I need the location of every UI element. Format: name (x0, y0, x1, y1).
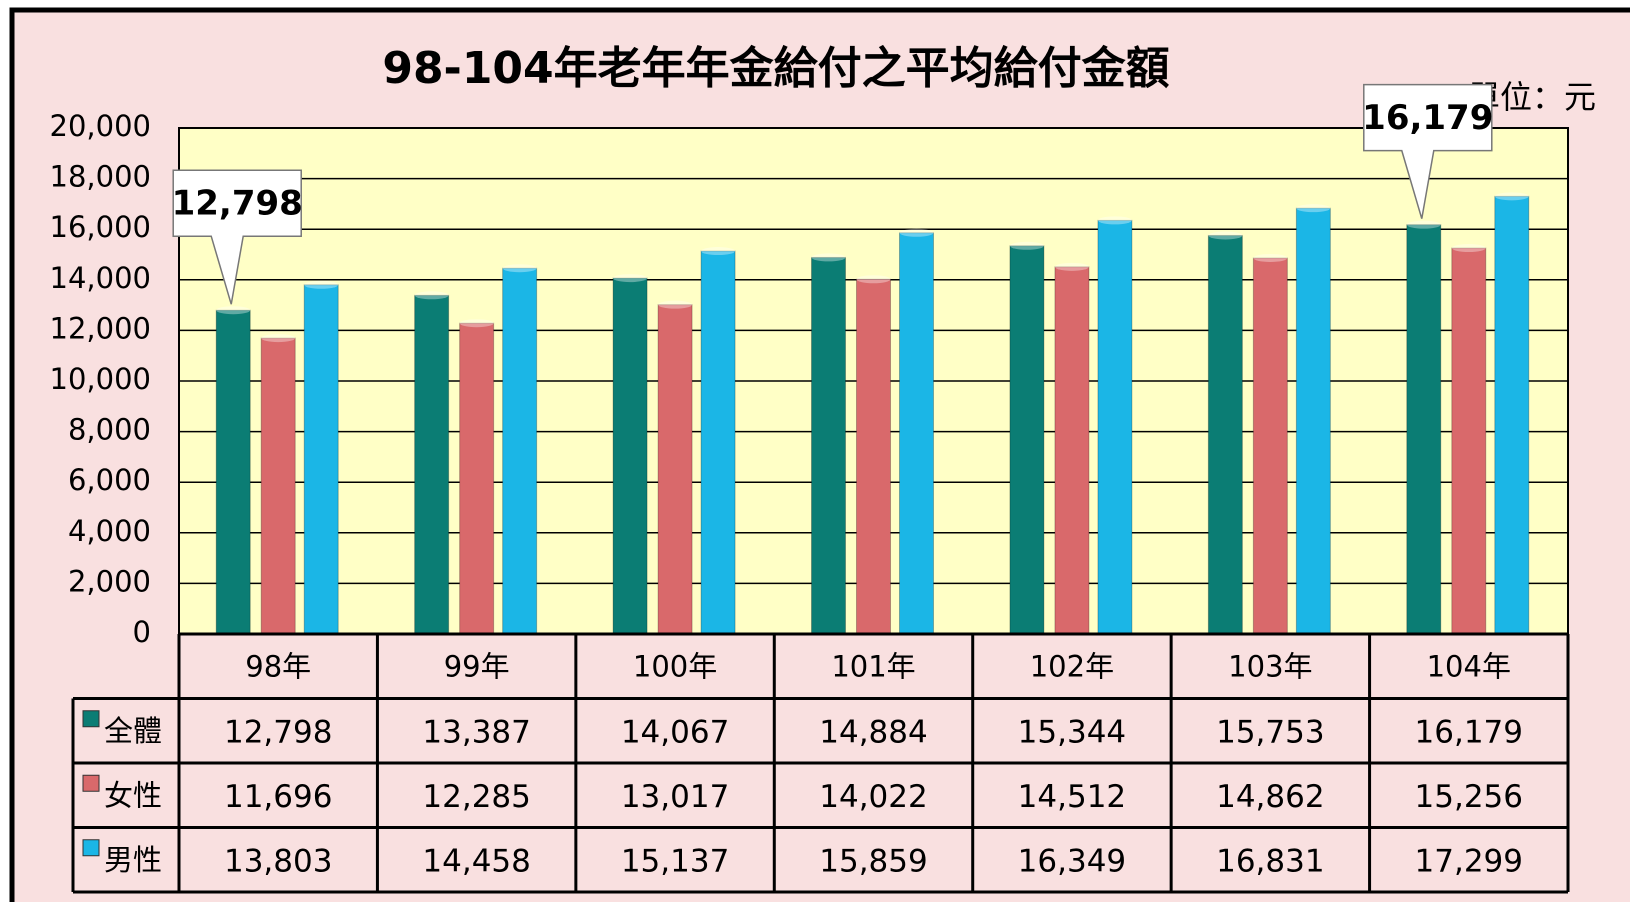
table-value: 13,387 (422, 714, 530, 750)
legend-swatch (82, 710, 100, 728)
y-tick-label: 10,000 (50, 362, 151, 396)
table-value: 14,862 (1216, 779, 1324, 815)
bar (657, 304, 693, 635)
bar-top (459, 319, 494, 328)
bar-top (856, 275, 891, 284)
bar (502, 267, 538, 635)
table-value: 14,458 (422, 843, 530, 879)
callout-box (1363, 83, 1493, 219)
bar-top (613, 274, 648, 283)
bar (700, 250, 736, 635)
bar-top (1097, 216, 1132, 225)
bar (612, 277, 648, 635)
table-value: 15,256 (1415, 779, 1523, 815)
y-tick-label: 12,000 (50, 311, 151, 345)
table-value: 12,285 (422, 779, 530, 815)
bar (1295, 207, 1331, 635)
x-tick-label: 101年 (831, 649, 915, 683)
bar-top (1253, 253, 1288, 262)
table-value: 16,831 (1216, 843, 1324, 879)
bar-top (1406, 220, 1441, 229)
table-value: 14,022 (819, 779, 927, 815)
bar-top (658, 300, 693, 309)
bar-top (811, 253, 846, 262)
x-tick-label: 104年 (1427, 649, 1511, 683)
table-value: 15,137 (621, 843, 729, 879)
bar (856, 278, 891, 635)
table-value: 13,017 (621, 779, 729, 815)
bar (303, 284, 339, 635)
bar (1097, 219, 1133, 635)
bar (1252, 257, 1288, 635)
table-value: 15,859 (819, 843, 927, 879)
bar (1494, 195, 1530, 635)
bar-top (1208, 231, 1243, 240)
y-tick-label: 0 (133, 615, 151, 649)
x-tick-label: 100年 (633, 649, 717, 683)
table-value: 14,884 (819, 714, 927, 750)
bar-top (216, 306, 251, 315)
table-value: 14,512 (1018, 779, 1126, 815)
y-tick-label: 18,000 (50, 160, 151, 194)
table-value: 15,753 (1216, 714, 1324, 750)
y-tick-label: 6,000 (68, 463, 151, 497)
bar-top (414, 291, 449, 300)
bar (1451, 247, 1487, 635)
bar (260, 337, 296, 635)
legend-label: 全體 (104, 714, 162, 748)
callout-box (172, 169, 302, 305)
legend-label: 女性 (104, 778, 162, 812)
bar-top (701, 247, 736, 256)
bar-top (899, 228, 934, 237)
bar (459, 322, 495, 635)
table-value: 14,067 (621, 714, 729, 750)
y-tick-label: 14,000 (50, 261, 151, 295)
legend-swatch (82, 839, 100, 857)
y-tick-label: 8,000 (68, 413, 151, 447)
table-value: 11,696 (224, 779, 332, 815)
chart-title: 98-104年老年年金給付之平均給付金額 (382, 43, 1169, 94)
bar-top (1054, 262, 1089, 271)
table-value: 13,803 (224, 843, 332, 879)
bar (1207, 234, 1243, 635)
y-tick-label: 2,000 (68, 564, 151, 598)
bar (1406, 224, 1442, 635)
bar (1009, 245, 1045, 635)
callout-label: 16,179 (1362, 98, 1493, 138)
bar (1054, 266, 1090, 635)
callout-label: 12,798 (172, 184, 303, 224)
x-tick-label: 98年 (245, 649, 311, 683)
legend-swatch (82, 774, 100, 792)
table-value: 12,798 (224, 714, 332, 750)
x-tick-label: 103年 (1228, 649, 1312, 683)
table-value: 17,299 (1415, 843, 1523, 879)
x-tick-label: 102年 (1030, 649, 1114, 683)
y-tick-label: 4,000 (68, 514, 151, 548)
table-value: 16,179 (1415, 714, 1523, 750)
table-value: 16,349 (1018, 843, 1126, 879)
table-value: 15,344 (1018, 714, 1126, 750)
bar-top (1494, 192, 1529, 201)
bar (811, 256, 846, 635)
y-tick-label: 20,000 (50, 109, 151, 143)
legend-label: 男性 (104, 843, 162, 877)
bar (414, 294, 450, 635)
x-tick-label: 99年 (444, 649, 510, 683)
y-tick-label: 16,000 (50, 210, 151, 244)
bar-top (502, 264, 537, 273)
bar-top (304, 280, 339, 289)
bar-top (261, 334, 296, 343)
bar-top (1296, 204, 1331, 213)
bar-top (1009, 241, 1044, 250)
bar-top (1451, 244, 1486, 253)
bar (899, 232, 934, 635)
bar (215, 309, 251, 635)
